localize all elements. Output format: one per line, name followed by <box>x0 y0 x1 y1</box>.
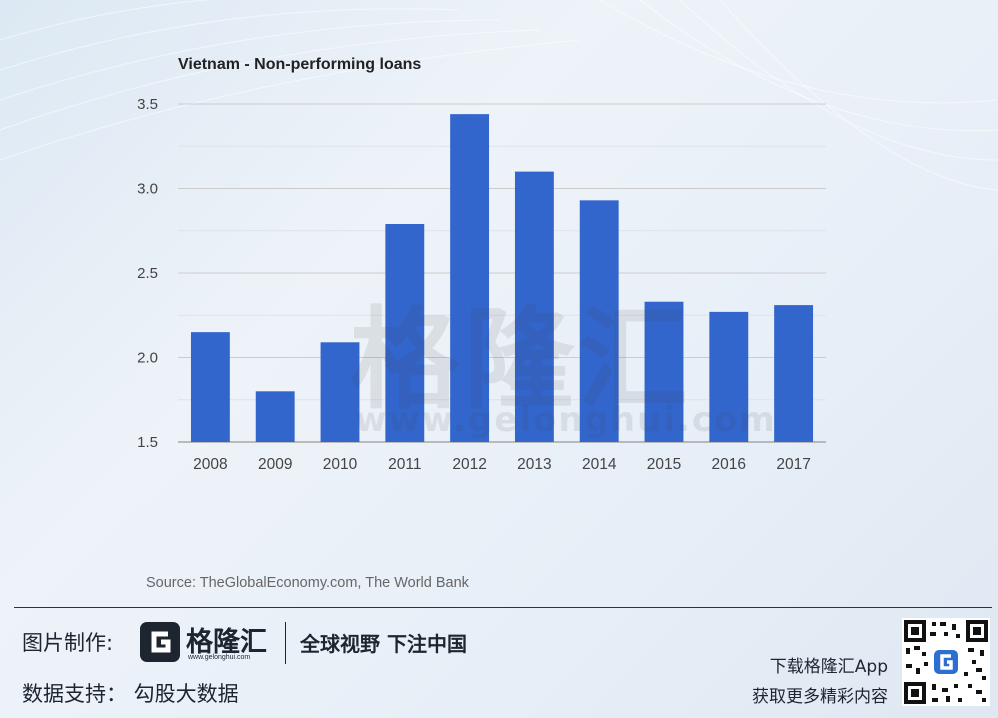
brand-url: www.gelonghui.com <box>188 654 251 661</box>
x-tick-label: 2014 <box>582 456 617 473</box>
x-tick-label: 2011 <box>388 456 421 473</box>
watermark-logo-text: 格隆汇 <box>350 296 692 424</box>
source-note: Source: TheGlobalEconomy.com, The World … <box>146 575 469 591</box>
bar-2017 <box>774 305 814 442</box>
y-tick-label: 3.0 <box>137 181 158 198</box>
x-tick-label: 2016 <box>712 456 746 473</box>
bar-2012 <box>450 114 490 442</box>
bar-2008 <box>190 332 230 442</box>
y-tick-label: 2.5 <box>137 265 158 282</box>
y-tick-label: 2.0 <box>137 350 158 367</box>
data-support-label: 数据支持： 勾股大数据 <box>22 682 239 706</box>
more-content-text: 获取更多精彩内容 <box>752 687 888 707</box>
bar-2014 <box>579 200 619 442</box>
bar-2016 <box>709 311 749 442</box>
x-tick-label: 2009 <box>258 456 292 473</box>
chart-area: Vietnam - Non-performing loans 1.5 2.0 2.5… <box>137 56 826 591</box>
x-tick-label: 2008 <box>193 456 227 473</box>
footer-divider <box>14 607 992 608</box>
bar-2011 <box>385 223 425 442</box>
watermark-url: www.gelonghui.com <box>355 400 777 440</box>
qr-code-icon[interactable] <box>902 618 990 706</box>
gelonghui-logo-icon <box>140 622 180 662</box>
made-by-label: 图片制作: <box>22 631 114 655</box>
download-app-text: 下载格隆汇App <box>769 657 888 677</box>
bar-2015 <box>644 301 684 442</box>
x-tick-label: 2015 <box>647 456 681 473</box>
bar-2009 <box>255 391 295 442</box>
x-tick-label: 2010 <box>323 456 358 473</box>
brand-name: 格隆汇 <box>186 627 267 658</box>
chart-title: Vietnam - Non-performing loans <box>178 56 422 73</box>
y-tick-label: 1.5 <box>137 434 158 451</box>
bar-chart: 1.5 2.0 2.5 3.0 3.5 2008 2009 2010 2011 2012 2013 2… <box>137 96 826 473</box>
x-tick-label: 2013 <box>517 456 551 473</box>
bar-2013 <box>514 171 554 442</box>
y-tick-label: 3.5 <box>137 96 158 113</box>
x-tick-label: 2017 <box>776 456 810 473</box>
x-tick-label: 2012 <box>452 456 486 473</box>
bar-2010 <box>320 342 360 442</box>
slogan: 全球视野 下注中国 <box>300 632 467 656</box>
logo-divider <box>285 622 286 664</box>
